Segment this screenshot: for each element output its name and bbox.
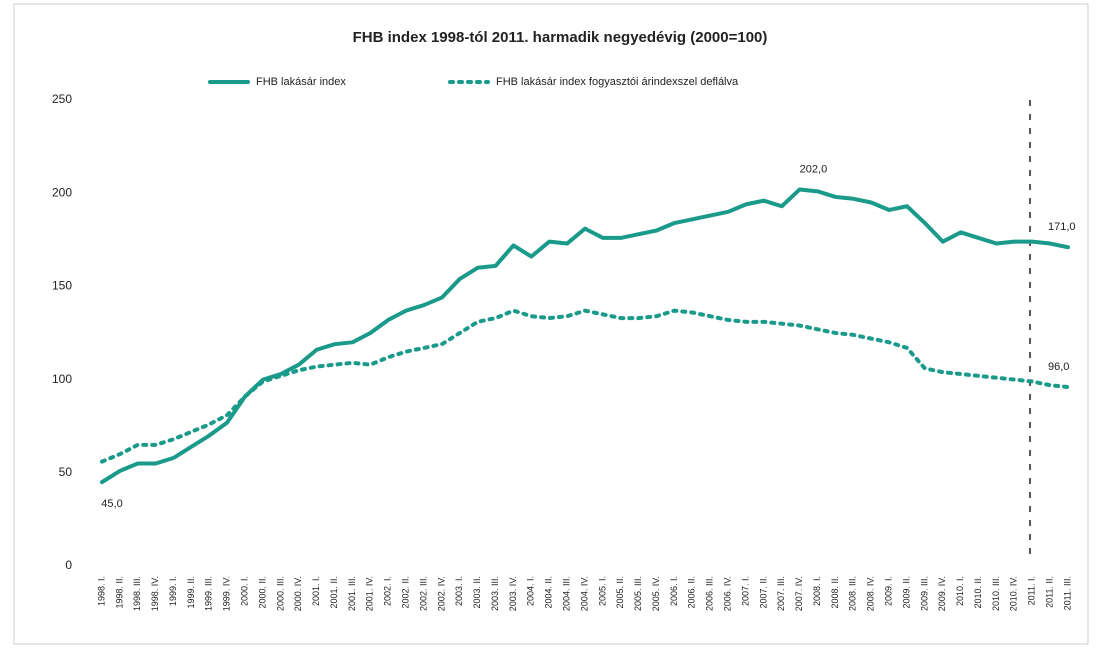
x-tick-label: 2008. III. [848,576,858,611]
x-tick-label: 2009. II. [901,576,911,609]
x-tick-label: 2001. III. [347,576,357,611]
legend-label: FHB lakásár index fogyasztói árindexszel… [496,76,739,88]
x-tick-label: 2001. I. [311,576,321,606]
x-tick-label: 2006. I. [669,576,679,606]
x-tick-label: 2000. II. [257,576,267,609]
x-tick-label: 2005. I. [597,576,607,606]
x-tick-label: 2004. II. [544,576,554,609]
x-tick-label: 1999. I. [168,576,178,606]
line-series [100,308,1070,464]
x-tick-label: 2009. I. [883,576,893,606]
y-tick-label: 250 [52,92,72,106]
x-tick-label: 2011. I. [1027,576,1037,605]
x-tick-label: 2006. IV. [722,576,732,611]
x-tick-label: 2006. II. [687,576,697,609]
x-tick-label: 2005. III. [633,576,643,611]
x-tick-label: 2002. III. [418,576,428,611]
x-tick-label: 1998. III. [132,576,142,611]
x-tick-label: 1998. II. [114,576,124,609]
x-tick-label: 2010. III. [991,576,1001,611]
x-tick-label: 1999. III. [204,576,214,611]
x-tick-label: 2001. II. [329,576,339,609]
x-tick-label: 2004. III. [561,576,571,611]
x-tick-label: 2006. III. [705,576,715,611]
data-label: 171,0 [1048,221,1076,233]
x-tick-label: 2004. I. [526,576,536,606]
x-tick-label: 2000. IV. [293,576,303,611]
x-tick-label: 2003. III. [490,576,500,611]
x-tick-label: 2000. III. [275,576,285,611]
x-tick-label: 2003. I. [454,576,464,606]
x-tick-label: 2008. II. [830,576,840,609]
legend-label: FHB lakásár index [256,76,346,88]
x-tick-label: 2005. II. [615,576,625,609]
x-tick-label: 1998. I. [96,576,106,606]
y-tick-label: 0 [65,558,72,572]
frame [13,3,1089,645]
x-tick-label: 2009. III. [919,576,929,611]
data-label: 202,0 [800,163,828,175]
data-label: 45,0 [101,498,122,510]
data-label: 96,0 [1048,361,1069,373]
chart-title: FHB index 1998-tól 2011. harmadik negyed… [353,29,768,46]
y-tick-label: 100 [52,372,72,386]
y-tick-label: 200 [52,185,72,199]
x-tick-label: 2007. I. [740,576,750,606]
x-tick-label: 2007. III. [776,576,786,611]
y-tick-label: 50 [59,465,73,479]
x-tick-label: 2008. IV. [866,576,876,611]
x-tick-label: 2002. IV. [436,576,446,611]
line-series [100,187,1070,485]
x-tick-label: 2007. IV. [794,576,804,611]
x-tick-label: 2002. I. [383,576,393,606]
x-tick-label: 2004. IV. [579,576,589,611]
x-tick-label: 2002. II. [400,576,410,609]
x-tick-label: 2005. IV. [651,576,661,611]
x-tick-label: 2008. I. [812,576,822,606]
x-tick-label: 2009. IV. [937,576,947,611]
x-tick-label: 2010. I. [955,576,965,606]
x-tick-label: 1999. II. [186,576,196,609]
x-tick-label: 2001. IV. [365,576,375,611]
x-tick-label: 1999. IV. [222,576,232,611]
y-tick-label: 150 [52,279,72,293]
x-tick-label: 2007. II. [758,576,768,609]
x-tick-label: 2000. I. [239,576,249,606]
x-tick-label: 2011. III. [1062,576,1072,610]
x-tick-label: 2003. IV. [508,576,518,611]
x-tick-label: 2010. II. [973,576,983,609]
x-tick-label: 2011. II. [1044,576,1054,608]
x-tick-label: 1998. IV. [150,576,160,611]
x-tick-label: 2003. II. [472,576,482,609]
x-tick-label: 2010. IV. [1009,576,1019,611]
